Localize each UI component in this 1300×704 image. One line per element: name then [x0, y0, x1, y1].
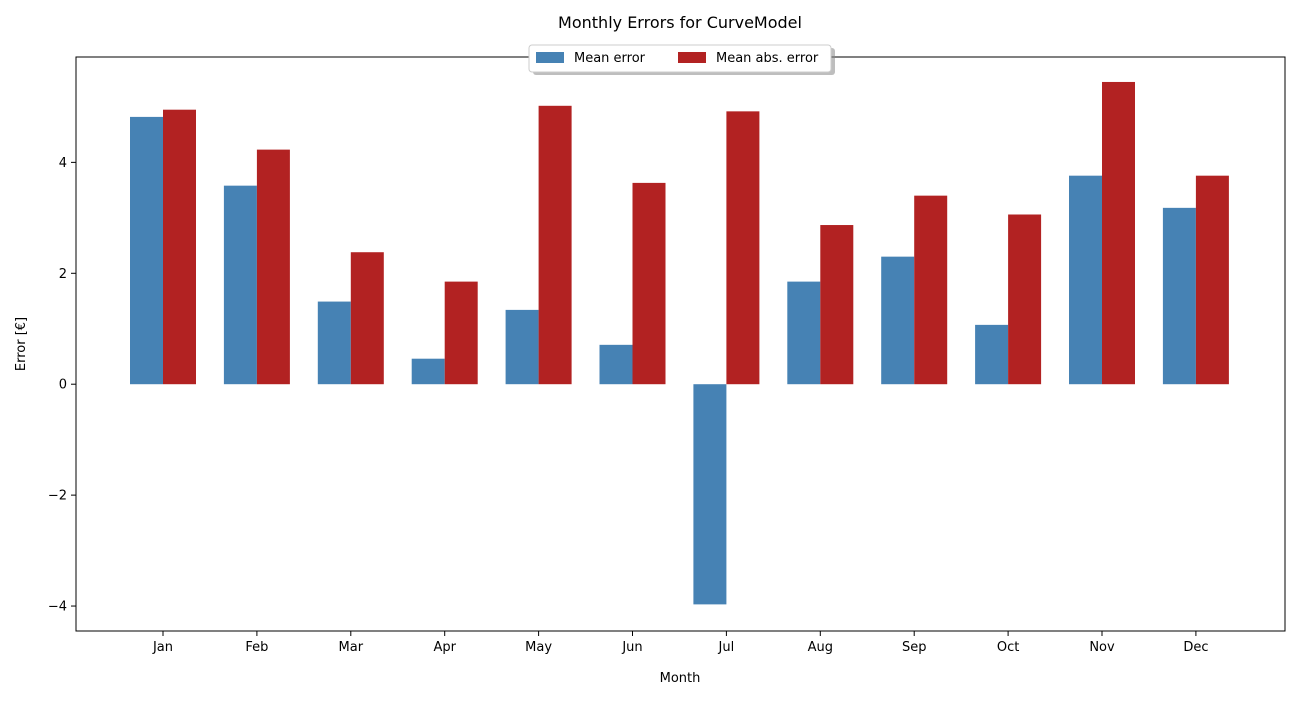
x-tick-label-oct: Oct [997, 640, 1019, 655]
bar-mean-abs-error-jan [163, 109, 196, 385]
x-tick-label-aug: Aug [808, 640, 833, 655]
x-tick-label-sep: Sep [902, 640, 927, 655]
x-tick-label-may: May [525, 640, 552, 655]
x-tick-label-nov: Nov [1089, 640, 1115, 655]
bar-mean-error-dec [1162, 207, 1196, 385]
axis-layer: Jan Feb Mar Apr May Jun Jul Aug Sep Oct Nov Dec −4 −2… [48, 156, 1209, 655]
bar-mean-error-apr [411, 358, 445, 385]
bar-mean-error-mar [317, 301, 351, 385]
y-tick-label: 4 [59, 156, 67, 171]
bar-mean-abs-error-jul [726, 111, 760, 385]
y-axis-label: Error [€] [14, 317, 29, 371]
legend: Mean error Mean abs. error [528, 44, 835, 75]
x-tick-label-feb: Feb [245, 640, 268, 655]
bar-mean-error-jan [130, 116, 163, 385]
bar-mean-abs-error-jun [632, 182, 666, 385]
y-tick-label: −4 [48, 600, 67, 615]
y-tick-label: 0 [59, 378, 67, 393]
bar-mean-error-may [505, 309, 539, 385]
legend-swatch-mean-error [536, 52, 564, 63]
bar-mean-error-oct [975, 324, 1009, 385]
x-tick-label-apr: Apr [433, 640, 456, 655]
bar-mean-abs-error-aug [820, 225, 854, 385]
bar-mean-error-feb [223, 185, 257, 385]
y-tick-label: −2 [48, 489, 67, 504]
bar-mean-error-nov [1069, 175, 1102, 385]
legend-swatch-mean-abs-error [678, 52, 706, 63]
bar-mean-error-aug [787, 281, 821, 385]
x-axis-label: Month [660, 671, 701, 686]
x-tick-label-jun: Jun [621, 640, 642, 655]
bar-mean-error-sep [881, 256, 915, 385]
bars-layer [130, 81, 1229, 605]
bar-mean-abs-error-dec [1195, 175, 1229, 385]
bar-mean-abs-error-sep [914, 195, 948, 385]
x-tick-label-jul: Jul [718, 640, 735, 655]
legend-label-mean-error: Mean error [574, 51, 646, 66]
legend-label-mean-abs-error: Mean abs. error [716, 51, 819, 66]
y-tick-label: 2 [59, 267, 67, 282]
bar-mean-abs-error-nov [1102, 81, 1135, 385]
bar-mean-error-jun [599, 344, 633, 385]
bar-mean-abs-error-oct [1008, 214, 1042, 385]
bar-mean-error-jul [693, 384, 727, 605]
bar-mean-abs-error-mar [350, 252, 384, 385]
x-tick-label-mar: Mar [339, 640, 364, 655]
x-tick-label-dec: Dec [1183, 640, 1208, 655]
bar-mean-abs-error-may [538, 105, 572, 385]
x-tick-label-jan: Jan [152, 640, 173, 655]
chart-title: Monthly Errors for CurveModel [558, 13, 802, 32]
bar-mean-abs-error-feb [256, 149, 290, 385]
bar-mean-abs-error-apr [444, 281, 478, 385]
